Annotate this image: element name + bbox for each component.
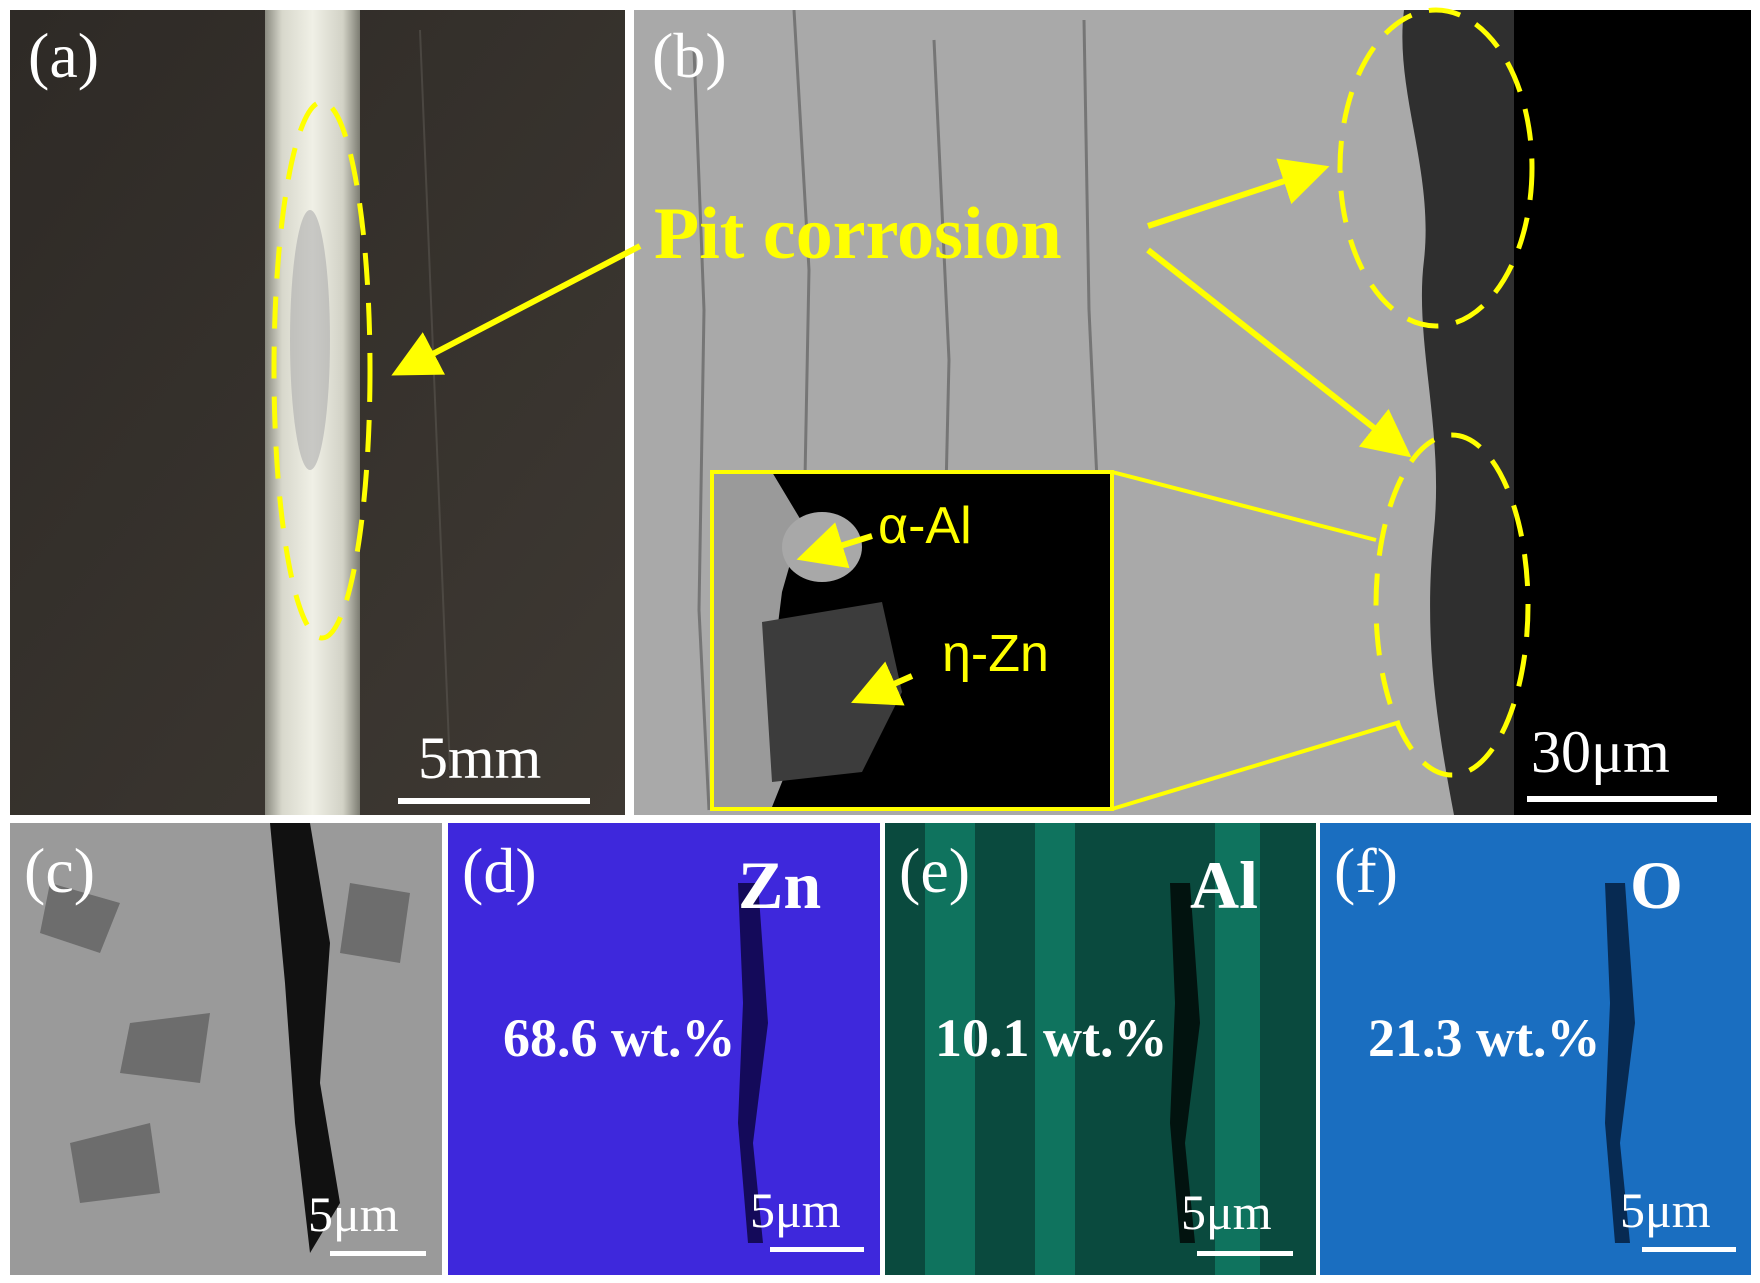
panel-b: (b) 30μm	[634, 10, 1751, 815]
panel-label-f: (f)	[1334, 835, 1398, 906]
panel-label-d: (d)	[462, 835, 537, 906]
scale-bar-b	[1527, 796, 1717, 802]
element-label-o: O	[1630, 847, 1683, 923]
scale-label-e: 5μm	[1181, 1184, 1272, 1240]
wt-percent-o: 21.3 wt.%	[1368, 1008, 1601, 1068]
wt-percent-al: 10.1 wt.%	[935, 1008, 1168, 1068]
eds-map-al	[885, 823, 1316, 1275]
panel-c: (c) 5μm	[10, 823, 442, 1275]
wire-photo	[10, 10, 625, 815]
panel-label-a: (a)	[28, 20, 100, 91]
element-label-al: Al	[1190, 847, 1258, 923]
pit-corrosion-label: Pit corrosion	[654, 193, 1062, 275]
scale-bar-a	[398, 798, 590, 804]
panel-d: (d) Zn 68.6 wt.% 5μm	[448, 823, 880, 1275]
element-label-zn: Zn	[738, 847, 822, 923]
scale-bar-f	[1642, 1247, 1736, 1252]
alpha-al-label: α-Al	[878, 497, 972, 555]
eta-zn-label: η-Zn	[942, 625, 1049, 683]
scale-bar-c	[330, 1251, 426, 1256]
sem-image-c	[10, 823, 442, 1275]
eds-map-zn	[448, 823, 880, 1275]
scale-bar-e	[1197, 1251, 1293, 1256]
wt-percent-zn: 68.6 wt.%	[503, 1008, 736, 1068]
scale-label-a: 5mm	[418, 725, 542, 791]
panel-label-b: (b)	[652, 20, 727, 91]
panel-label-e: (e)	[899, 835, 971, 906]
scale-label-b: 30μm	[1531, 719, 1670, 785]
scale-bar-d	[770, 1247, 864, 1252]
panel-label-c: (c)	[24, 835, 96, 906]
panel-e: (e) Al 10.1 wt.% 5μm	[885, 823, 1316, 1275]
scale-label-f: 5μm	[1620, 1182, 1711, 1238]
scale-label-d: 5μm	[750, 1182, 841, 1238]
scale-label-c: 5μm	[308, 1186, 399, 1242]
panel-f: (f) O 21.3 wt.% 5μm	[1320, 823, 1751, 1275]
eds-map-o	[1320, 823, 1751, 1275]
panel-a: (a) 5mm	[10, 10, 625, 815]
